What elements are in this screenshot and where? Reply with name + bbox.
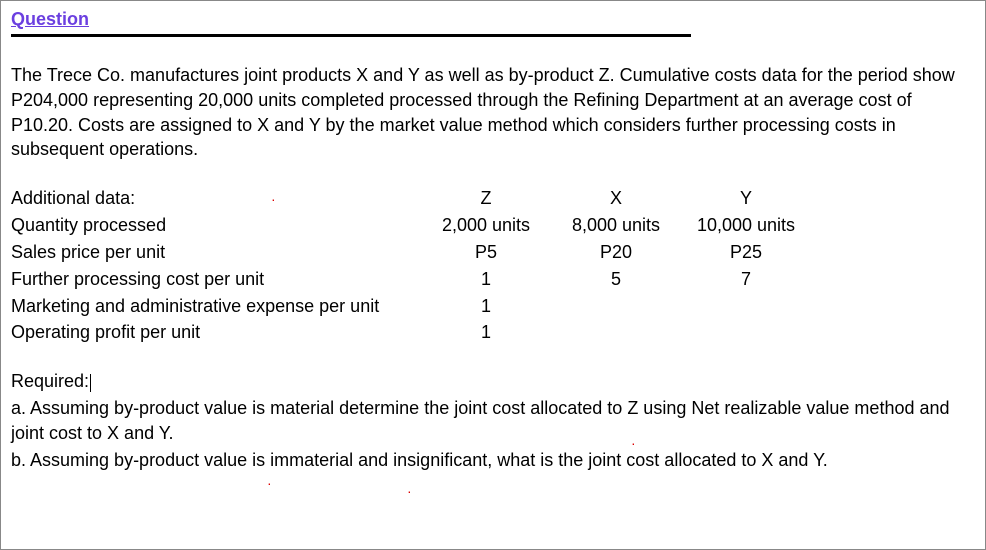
table-title: Additional data: (11, 186, 421, 211)
row-label: Further processing cost per unit (11, 267, 421, 292)
cell: 2,000 units (421, 213, 551, 238)
text-cursor-icon (90, 374, 91, 392)
cell (551, 320, 681, 345)
question-body: The Trece Co. manufactures joint product… (1, 43, 985, 485)
col-header-x: X (551, 186, 681, 211)
cell: 10,000 units (681, 213, 811, 238)
required-label: Required: (11, 369, 975, 394)
required-label-text: Required: (11, 371, 89, 391)
cell: P5 (421, 240, 551, 265)
row-label: Operating profit per unit (11, 320, 421, 345)
cell (681, 320, 811, 345)
dot-icon: · (267, 476, 272, 490)
cell (551, 294, 681, 319)
cell: P20 (551, 240, 681, 265)
dot-icon: · (271, 192, 276, 206)
question-label: Question (11, 9, 89, 29)
cell: 1 (421, 294, 551, 319)
row-label: Sales price per unit (11, 240, 421, 265)
cell (681, 294, 811, 319)
data-table: · Additional data: Z X Y Quantity proces… (11, 186, 975, 345)
intro-paragraph: The Trece Co. manufactures joint product… (11, 63, 975, 162)
col-header-y: Y (681, 186, 811, 211)
cell: P25 (681, 240, 811, 265)
cell: 1 (421, 320, 551, 345)
required-item-a: a. Assuming by-product value is material… (11, 396, 975, 446)
row-label: Quantity processed (11, 213, 421, 238)
dot-icon: · (407, 484, 412, 498)
cell: 1 (421, 267, 551, 292)
question-header: Question (1, 1, 985, 43)
required-section: Required: a. Assuming by-product value i… (11, 369, 975, 472)
cell: 7 (681, 267, 811, 292)
required-item-b: b. Assuming by-product value is immateri… (11, 448, 975, 473)
row-label: Marketing and administrative expense per… (11, 294, 421, 319)
required-item-b-text: b. Assuming by-product value is immateri… (11, 450, 828, 470)
header-rule (11, 34, 691, 37)
dot-icon: · (631, 436, 636, 450)
col-header-z: Z (421, 186, 551, 211)
cell: 8,000 units (551, 213, 681, 238)
cell: 5 (551, 267, 681, 292)
